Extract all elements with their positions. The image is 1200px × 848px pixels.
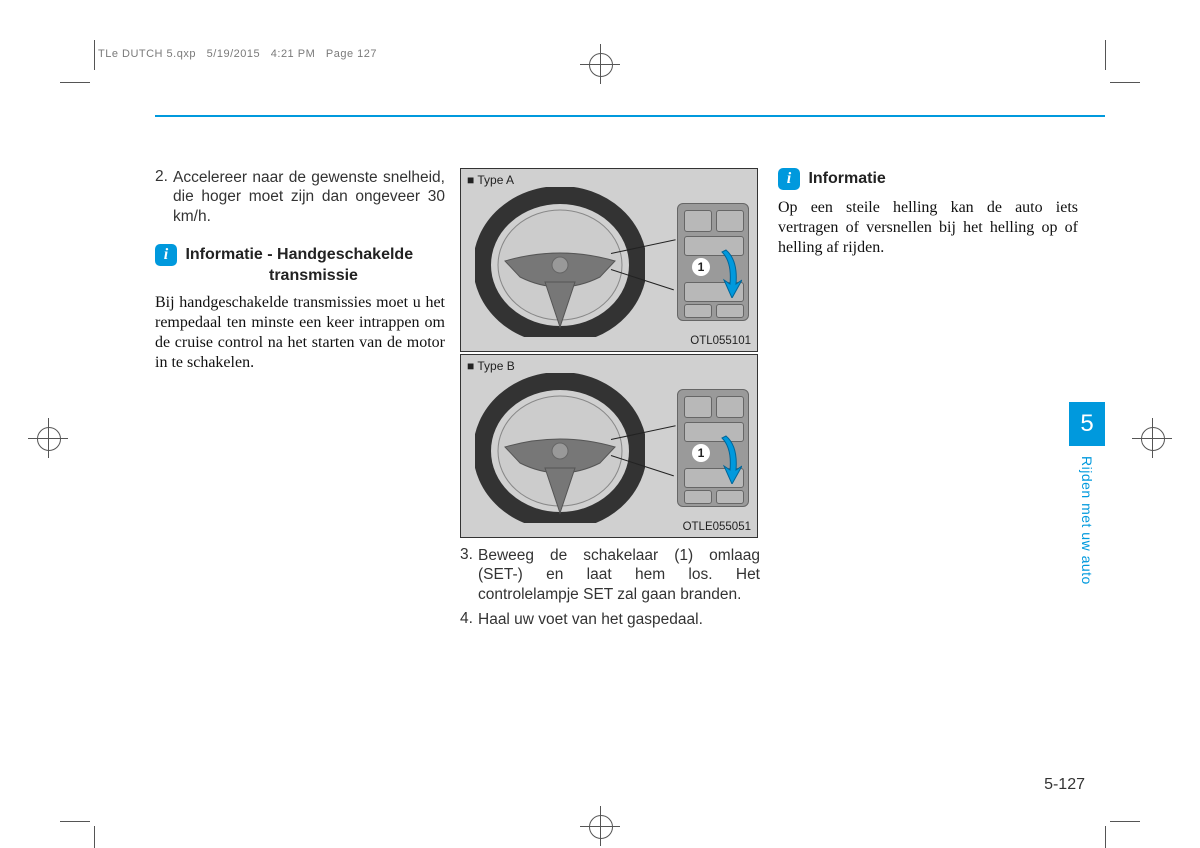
info-heading-handgeschakelde: i Informatie - Handgeschakelde transmiss… <box>155 244 445 285</box>
page-number: 5-127 <box>1044 776 1085 794</box>
list-item-4: 4. Haal uw voet van het gaspedaal. <box>460 610 760 629</box>
list-item-3: 3. Beweeg de schakelaar (1) omlaag (SET-… <box>460 546 760 604</box>
info-heading-right: i Informatie <box>778 168 1078 190</box>
crop-mark <box>60 821 90 822</box>
info-title-right: Informatie <box>808 170 885 187</box>
info-icon: i <box>778 168 800 190</box>
figure-a-image: 1 <box>461 169 757 351</box>
left-column: 2. Accelereer naar de gewenste snelheid,… <box>155 168 445 373</box>
info-icon: i <box>155 244 177 266</box>
list-item-2: 2. Accelereer naar de gewenste snelheid,… <box>155 168 445 226</box>
info-title-sub1: Handgeschakelde <box>277 246 413 263</box>
info-title-sub2: transmissie <box>269 266 445 285</box>
chapter-tab: 5 <box>1069 402 1105 446</box>
header-time: 4:21 PM <box>271 48 315 60</box>
callout-marker-1: 1 <box>692 258 710 276</box>
figure-b-ref: OTLE055051 <box>683 521 751 533</box>
cruise-button-panel: 1 <box>677 203 749 321</box>
right-column: i Informatie Op een steile helling kan d… <box>778 168 1078 258</box>
registration-mark <box>580 806 620 846</box>
info-body-left: Bij handgeschakelde transmissies moet u … <box>155 293 445 373</box>
crop-mark <box>60 82 90 83</box>
figure-type-b: ■ Type B 1 <box>460 354 758 538</box>
crop-mark <box>1110 82 1140 83</box>
list-number: 4. <box>460 610 478 629</box>
crop-mark <box>1110 821 1140 822</box>
list-text: Haal uw voet van het gaspedaal. <box>478 610 760 629</box>
figure-b-image: 1 <box>461 355 757 537</box>
crop-mark <box>94 826 95 848</box>
header-date: 5/19/2015 <box>207 48 260 60</box>
down-arrow-icon <box>720 434 742 484</box>
registration-mark <box>28 418 68 458</box>
list-number: 2. <box>155 168 173 226</box>
registration-mark <box>1132 418 1172 458</box>
crop-mark <box>1105 826 1106 848</box>
steering-wheel-icon <box>475 373 645 523</box>
chapter-number: 5 <box>1080 410 1093 437</box>
header-filename: TLe DUTCH 5.qxp <box>98 48 196 60</box>
registration-mark <box>580 44 620 84</box>
header-rule <box>155 115 1105 117</box>
figure-a-ref: OTL055101 <box>690 335 751 347</box>
list-number: 3. <box>460 546 478 604</box>
info-title-main: Informatie - <box>185 246 272 263</box>
figure-type-a: ■ Type A 1 <box>460 168 758 352</box>
cruise-button-panel: 1 <box>677 389 749 507</box>
center-column: ■ Type A 1 <box>460 168 760 636</box>
crop-mark <box>94 40 95 70</box>
info-body-right: Op een steile helling kan de auto iets v… <box>778 198 1078 258</box>
prepress-header: TLe DUTCH 5.qxp 5/19/2015 4:21 PM Page 1… <box>98 48 377 60</box>
crop-mark <box>1105 40 1106 70</box>
chapter-label: Rijden met uw auto <box>1077 456 1095 616</box>
header-page: Page 127 <box>326 48 377 60</box>
down-arrow-icon <box>720 248 742 298</box>
callout-marker-1: 1 <box>692 444 710 462</box>
list-text: Beweeg de schakelaar (1) omlaag (SET-) e… <box>478 546 760 604</box>
steering-wheel-icon <box>475 187 645 337</box>
list-text: Accelereer naar de gewenste snelheid, di… <box>173 168 445 226</box>
